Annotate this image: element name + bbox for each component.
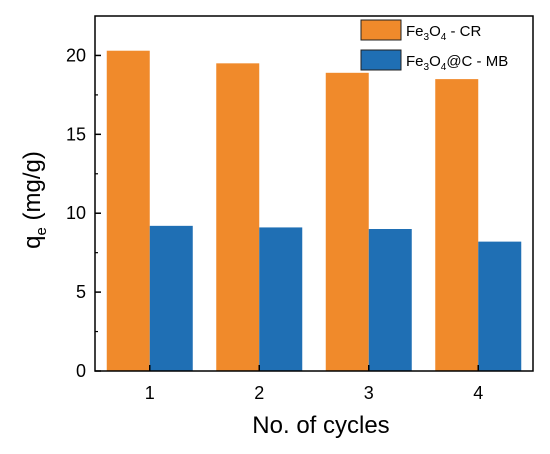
- y-tick-label: 10: [66, 203, 86, 223]
- x-tick-label: 2: [254, 383, 264, 403]
- bar-series-1-cycle-3: [325, 72, 369, 372]
- y-tick-label: 5: [76, 282, 86, 302]
- bar-series-1-cycle-4: [435, 79, 479, 371]
- bar-series-2-cycle-4: [478, 241, 522, 371]
- y-axis-title: qe (mg/g): [19, 151, 50, 249]
- y-tick-label: 15: [66, 124, 86, 144]
- y-axis-title-main: q: [19, 236, 46, 249]
- x-tick-label: 4: [473, 383, 483, 403]
- bar-series-1-cycle-2: [216, 63, 260, 371]
- legend-swatch-series-1: [360, 19, 402, 41]
- axes-group: 1 2 3 4 0 5 10 15 20: [66, 15, 534, 403]
- bar-series-2-cycle-2: [259, 227, 303, 371]
- bar-series-2-cycle-1: [149, 225, 193, 371]
- legend-label-series-1: Fe3O4 - CR: [406, 23, 481, 43]
- y-tick-label: 20: [66, 45, 86, 65]
- bar-series-1-cycle-1: [106, 50, 150, 371]
- legend-label-series-2: Fe3O4@C - MB: [406, 53, 508, 73]
- plot-frame: [94, 15, 534, 372]
- bars-group: [106, 50, 522, 372]
- legend: Fe3O4 - CR Fe3O4@C - MB: [360, 19, 508, 73]
- y-axis-title-unit: (mg/g): [19, 151, 46, 227]
- y-tick-label: 0: [76, 361, 86, 381]
- y-axis-title-subscript: e: [33, 227, 50, 235]
- x-tick-label: 1: [145, 383, 155, 403]
- legend-swatch-series-2: [360, 49, 402, 71]
- x-axis-title: No. of cycles: [252, 412, 389, 439]
- bar-series-2-cycle-3: [368, 229, 412, 371]
- x-tick-label: 3: [364, 383, 374, 403]
